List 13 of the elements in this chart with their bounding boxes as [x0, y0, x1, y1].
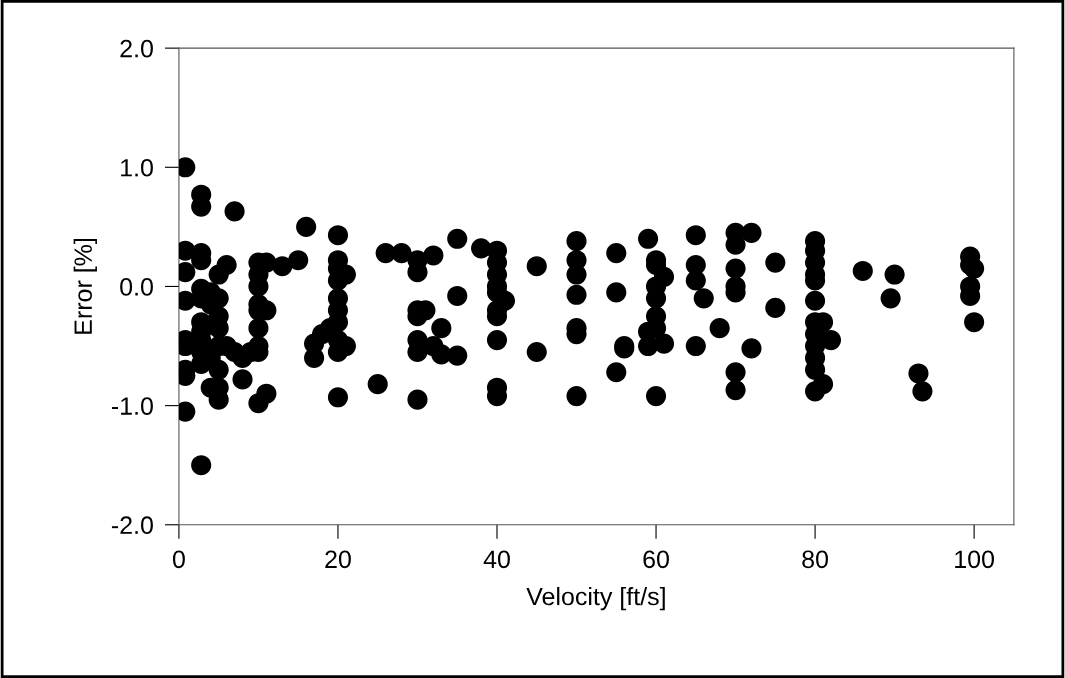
- y-axis-title: Error [%]: [73, 238, 97, 334]
- x-tick-label: 80: [802, 550, 829, 569]
- y-tick-label: 1.0: [121, 158, 153, 177]
- x-tick-label: 100: [955, 550, 994, 569]
- x-tick-label: 60: [643, 550, 669, 569]
- y-tick-label: -1.0: [111, 397, 153, 415]
- y-tick-label: 2.0: [120, 39, 153, 58]
- x-tick-label: 40: [483, 550, 510, 569]
- x-tick-label: 20: [325, 550, 351, 569]
- x-axis-title: Velocity [ft/s]: [526, 586, 665, 611]
- x-tick-label: 0: [172, 550, 185, 569]
- y-tick-label: 0.0: [120, 278, 153, 296]
- y-tick-label: -2.0: [111, 516, 153, 535]
